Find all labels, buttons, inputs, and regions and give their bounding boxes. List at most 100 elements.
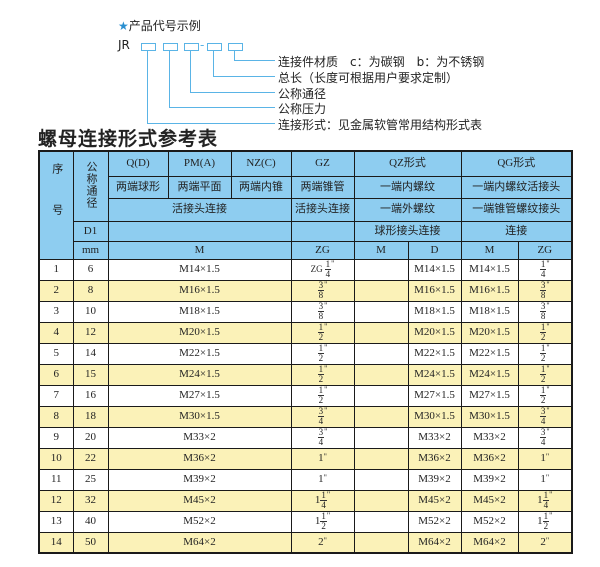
code-slot xyxy=(163,43,178,51)
cell-qz-d: M30×1.5 xyxy=(407,405,462,428)
header-qg: QG形式 xyxy=(460,150,573,177)
cell-m: M36×2 xyxy=(107,447,292,470)
fraction-numerator: 3 xyxy=(317,406,325,417)
table-row: 9 20 M33×2 3 4 " M33×2 M33×2 3 4 " xyxy=(38,426,573,449)
cell-no: 14 xyxy=(38,531,74,554)
cell-qz-m xyxy=(353,531,409,554)
cell-m: M20×1.5 xyxy=(107,321,292,344)
fraction-numerator: 1 xyxy=(539,322,547,333)
cell-dn: 10 xyxy=(72,300,109,323)
cell-m: M64×2 xyxy=(107,531,292,554)
inch-mark: " xyxy=(546,301,550,310)
cell-qz-d: M27×1.5 xyxy=(407,384,462,407)
cell-qg-m: M22×1.5 xyxy=(460,342,519,365)
header-pm: PM(A) xyxy=(167,150,232,177)
cell-m: M52×2 xyxy=(107,510,292,533)
leader-line xyxy=(234,51,275,61)
fraction-numerator: 3 xyxy=(539,280,547,291)
cell-zg: 1 2 " xyxy=(290,363,355,386)
cell-zg: 3 4 " xyxy=(290,426,355,449)
fraction-denominator: 2 xyxy=(318,332,324,342)
header-col-qz-d: D xyxy=(407,240,462,260)
cell-qg-zg: 1 2 " xyxy=(517,363,573,386)
header-gz: GZ xyxy=(290,150,355,177)
cell-qg-zg: 1 1 4 " xyxy=(517,489,573,512)
cell-qg-zg: 1 2 " xyxy=(517,321,573,344)
table-row: 6 15 M24×1.5 1 2 " M24×1.5 M24×1.5 1 2 " xyxy=(38,363,573,386)
header-col-qg-zg: ZG xyxy=(517,240,573,260)
cell-qg-m: M16×1.5 xyxy=(460,279,519,302)
cell-qz-d: M52×2 xyxy=(407,510,462,533)
header-qz-desc3: 球形接头连接 xyxy=(353,220,462,242)
header-nz: NZ(C) xyxy=(230,150,292,177)
cell-m: M22×1.5 xyxy=(107,342,292,365)
nut-connection-table: 序号 公称通径 Q(D) PM(A) NZ(C) GZ QZ形式 QG形式 两端… xyxy=(38,150,574,554)
fraction-numerator: 1 xyxy=(317,385,325,396)
inch-mark: " xyxy=(331,259,335,268)
inch-mark: " xyxy=(545,452,550,461)
cell-qg-m: M45×2 xyxy=(460,489,519,512)
fraction-denominator: 8 xyxy=(540,290,546,300)
inch-mark: " xyxy=(324,301,328,310)
cell-qg-m: M20×1.5 xyxy=(460,321,519,344)
inch-whole: 1 xyxy=(540,473,546,485)
inch-whole: 2 xyxy=(318,535,324,548)
cell-qz-d: M33×2 xyxy=(407,426,462,449)
product-code-example: ★产品代号示例 JR - 连接件材质 c：为碳钢 b：为不锈钢 总长（长度可根据… xyxy=(0,0,600,140)
fraction-numerator: 1 xyxy=(539,385,547,396)
cell-m: M18×1.5 xyxy=(107,300,292,323)
cell-dn: 22 xyxy=(72,447,109,470)
inch-whole: 2 xyxy=(540,535,546,548)
leader-line xyxy=(190,51,275,93)
cell-no: 1 xyxy=(38,258,74,281)
cell-qz-d: M16×1.5 xyxy=(407,279,462,302)
cell-qg-zg: 3 8 " xyxy=(517,279,573,302)
fraction-denominator: 8 xyxy=(318,290,324,300)
fraction-denominator: 4 xyxy=(321,500,326,510)
header-pm-desc: 两端平面 xyxy=(167,175,232,199)
cell-dn: 16 xyxy=(72,384,109,407)
cell-qz-d: M36×2 xyxy=(407,447,462,470)
code-slot xyxy=(184,43,199,51)
code-label-connection: 连接形式：见金属软管常用结构形式表 xyxy=(278,118,483,132)
cell-no: 9 xyxy=(38,426,74,449)
cell-qg-zg: 1 2 " xyxy=(517,384,573,407)
inch-mark: " xyxy=(549,511,553,520)
cell-no: 12 xyxy=(38,489,74,512)
cell-no: 11 xyxy=(38,468,74,491)
header-col-qz-m: M xyxy=(353,240,409,260)
table-row: 10 22 M36×2 1" M36×2 M36×2 1" xyxy=(38,447,573,470)
cell-zg: 1" xyxy=(290,447,355,470)
code-label-material: 连接件材质 c：为碳钢 b：为不锈钢 xyxy=(278,55,485,69)
fraction-denominator: 4 xyxy=(325,269,331,279)
code-prefix: JR xyxy=(118,38,130,52)
fraction-numerator: 1 xyxy=(324,259,332,270)
inch-mark: " xyxy=(324,406,328,415)
fraction-denominator: 2 xyxy=(318,395,324,405)
fraction-numerator: 3 xyxy=(317,427,325,438)
header-union-connection: 活接头连接 xyxy=(107,197,292,222)
inch-mark: " xyxy=(549,490,553,499)
header-qg-desc3: 连接 xyxy=(460,220,573,242)
inch-mark: " xyxy=(546,343,550,352)
fraction-numerator: 1 xyxy=(317,364,325,375)
header-q: Q(D) xyxy=(107,150,169,177)
cell-qg-zg: 1" xyxy=(517,468,573,491)
cell-qg-m: M36×2 xyxy=(460,447,519,470)
cell-no: 7 xyxy=(38,384,74,407)
header-col-qg-m: M xyxy=(460,240,519,260)
inch-mark: " xyxy=(324,343,328,352)
cell-qg-zg: 1 2 " xyxy=(517,342,573,365)
cell-qz-d: M45×2 xyxy=(407,489,462,512)
header-seq: 序号 xyxy=(38,150,74,260)
table-title: 螺母连接形式参考表 xyxy=(38,128,219,150)
